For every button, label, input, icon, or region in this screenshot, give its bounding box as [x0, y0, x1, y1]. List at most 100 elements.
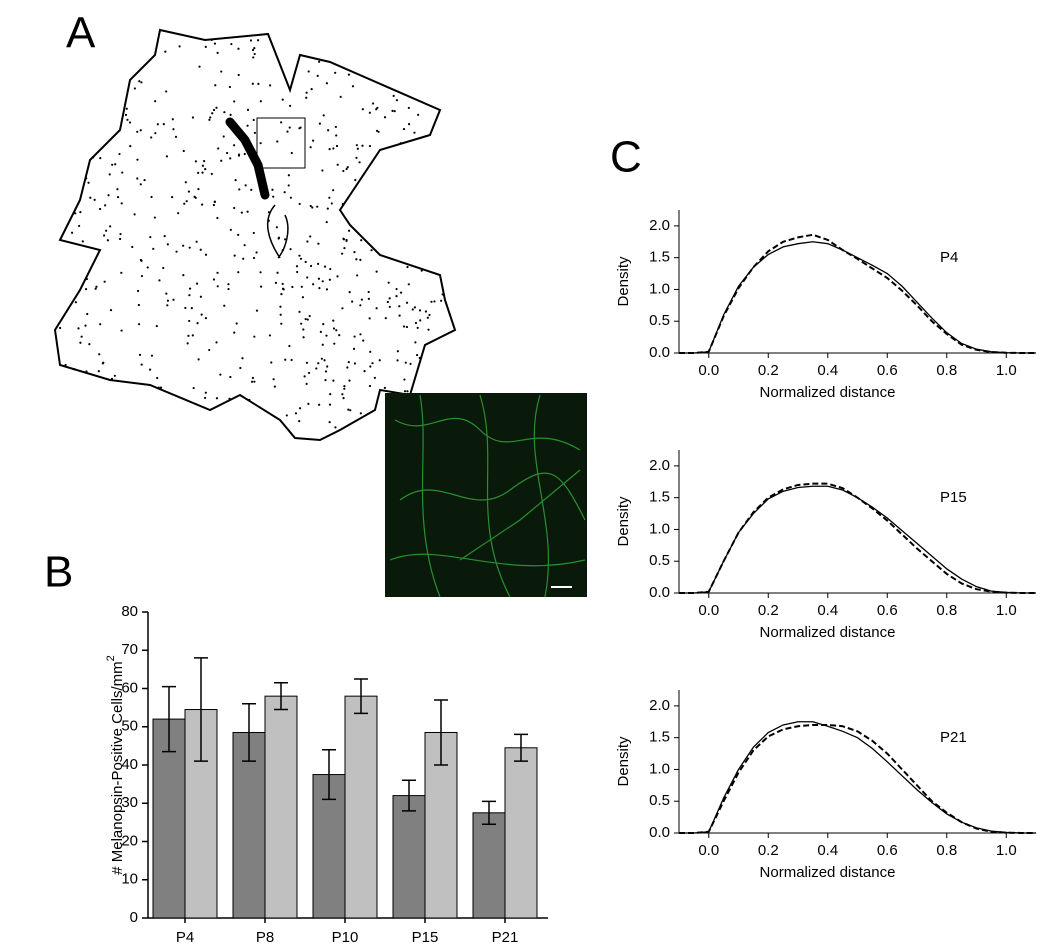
- cell-dot: [328, 403, 332, 406]
- cell-dot: [355, 156, 358, 159]
- cell-dot: [323, 265, 327, 268]
- cell-dot: [107, 194, 110, 197]
- cell-dot: [304, 260, 307, 264]
- cell-dot: [315, 367, 318, 370]
- error-bar: [514, 733, 528, 762]
- x-tick-label: 0.2: [758, 842, 779, 859]
- cell-dot: [305, 361, 309, 364]
- cell-dot: [233, 331, 236, 334]
- cell-dot: [89, 196, 92, 199]
- cell-dot: [212, 278, 216, 281]
- cell-dot: [140, 81, 143, 84]
- cell-dot: [298, 407, 302, 410]
- cell-dot: [325, 288, 329, 291]
- cell-dot: [404, 361, 407, 364]
- cell-dot: [281, 287, 285, 290]
- cell-dot: [175, 250, 178, 253]
- cell-dot: [105, 229, 108, 232]
- cell-dot: [154, 132, 157, 135]
- cell-dot: [201, 164, 205, 167]
- cell-dot: [138, 80, 141, 83]
- cell-dot: [253, 46, 256, 50]
- cell-dot: [210, 172, 213, 176]
- cell-dot: [212, 108, 216, 112]
- error-bar: [354, 678, 368, 715]
- cell-dot: [353, 251, 356, 254]
- cell-dot: [405, 301, 409, 304]
- cell-dot: [166, 243, 169, 246]
- cell-dot: [299, 257, 303, 260]
- inset-image: [385, 393, 587, 598]
- y-tick-label: 2.0: [649, 217, 670, 234]
- cell-dot: [369, 365, 372, 368]
- cell-dot: [233, 144, 236, 147]
- cell-dot: [328, 278, 331, 281]
- cell-dot: [227, 287, 230, 291]
- cell-dot: [116, 196, 120, 199]
- cell-dot: [418, 356, 421, 360]
- cell-dot: [101, 362, 104, 365]
- panel-label: A: [66, 9, 96, 58]
- cell-dot: [163, 234, 166, 238]
- cell-dot: [252, 56, 255, 59]
- cell-dot: [336, 163, 339, 166]
- cell-dot: [322, 323, 325, 326]
- cell-dot: [367, 290, 370, 294]
- cell-dot: [197, 188, 200, 191]
- cell-dot: [416, 326, 419, 329]
- cell-dot: [139, 183, 142, 186]
- cell-dot: [121, 171, 124, 174]
- cell-dot: [298, 419, 301, 423]
- cell-dot: [276, 140, 279, 143]
- cell-dot: [321, 343, 324, 346]
- cell-dot: [355, 144, 358, 147]
- cell-dot: [162, 266, 165, 270]
- cell-dot: [174, 135, 178, 138]
- cell-dot: [405, 325, 409, 329]
- y-tick-label: 0: [130, 909, 138, 926]
- density-line: [679, 233, 1036, 354]
- cell-dot: [252, 231, 255, 235]
- cell-dot: [128, 121, 132, 124]
- x-tick-label: 0.4: [817, 842, 838, 859]
- cell-dot: [336, 275, 339, 278]
- cell-dot: [288, 344, 291, 348]
- x-tick-label: 0.2: [758, 602, 779, 619]
- cell-dot: [95, 285, 98, 288]
- cell-dot: [99, 156, 102, 160]
- cell-dot: [109, 225, 112, 228]
- y-tick-label: 2.0: [649, 697, 670, 714]
- cell-dot: [355, 258, 358, 261]
- cell-dot: [242, 257, 245, 260]
- cell-dot: [332, 379, 335, 382]
- density-line: [679, 482, 1036, 594]
- cell-dot: [281, 249, 284, 252]
- cell-dot: [328, 421, 331, 424]
- error-bar: [482, 800, 496, 826]
- x-tick-label: P4: [176, 929, 194, 946]
- cell-dot: [341, 252, 344, 255]
- cell-dot: [296, 270, 299, 274]
- cell-dot: [274, 281, 278, 284]
- cell-dot: [275, 226, 278, 229]
- cell-dot: [352, 347, 356, 350]
- cell-dot: [241, 357, 244, 360]
- cell-dot: [138, 353, 142, 357]
- cell-dot: [335, 144, 339, 148]
- cell-dot: [204, 168, 207, 171]
- cell-dot: [288, 126, 291, 129]
- cell-dot: [298, 310, 301, 313]
- cell-dot: [433, 300, 436, 303]
- cell-dot: [216, 216, 219, 220]
- cell-dot: [383, 386, 386, 389]
- cell-dot: [248, 398, 251, 402]
- cell-dot: [440, 299, 443, 302]
- cell-dot: [220, 159, 223, 162]
- cell-dot: [164, 50, 167, 53]
- annotation: P15: [940, 489, 967, 506]
- cell-dot: [139, 129, 142, 132]
- cell-dot: [316, 74, 319, 77]
- cell-dot: [143, 178, 146, 182]
- cell-dot: [368, 384, 372, 388]
- cell-dot: [332, 147, 335, 150]
